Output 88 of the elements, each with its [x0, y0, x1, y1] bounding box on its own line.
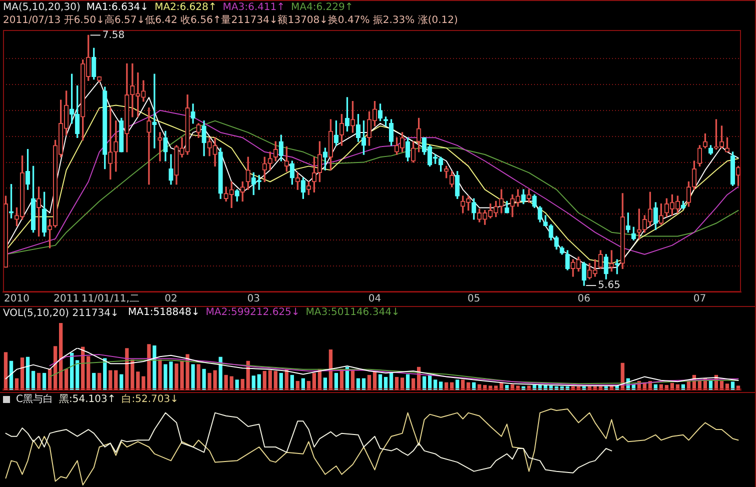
bar [500, 382, 504, 390]
bar [378, 374, 382, 390]
bar [312, 372, 316, 390]
annotation: 7.58 [102, 30, 125, 41]
chart-title: MA(5,10,20,30) [3, 1, 80, 14]
bar [720, 380, 724, 390]
bar [434, 380, 438, 390]
bar [461, 380, 465, 390]
bar [290, 374, 294, 390]
bar [98, 372, 102, 390]
bar [505, 384, 509, 390]
bar [422, 376, 426, 390]
bar [76, 360, 80, 390]
bar [257, 374, 261, 390]
bar [202, 368, 206, 390]
x-tick-label: 05 [468, 294, 480, 305]
bar [274, 370, 278, 390]
chart-title: C黑与白 [16, 393, 53, 406]
bar [152, 345, 156, 390]
x-tick-label: 11/01/11,二 [81, 294, 140, 305]
bar [218, 356, 222, 390]
bar [268, 370, 272, 390]
text: MA1:6.634↓ [86, 1, 149, 14]
bar [86, 356, 90, 390]
bar [191, 364, 195, 390]
text: MA2:6.628↑ [154, 1, 217, 14]
x-tick-label: 07 [693, 294, 706, 305]
x-tick-label: 2011 [54, 294, 80, 305]
bar [384, 376, 388, 390]
bar [31, 370, 36, 390]
bar [356, 378, 360, 390]
bar [92, 372, 96, 390]
bar [262, 370, 266, 390]
bar [394, 376, 399, 390]
text: 白:52.703↓ [122, 393, 178, 406]
bar [730, 382, 735, 390]
bar [296, 380, 300, 390]
candlestick [158, 132, 162, 162]
bar [350, 370, 355, 390]
bar [411, 378, 416, 390]
bar [59, 323, 63, 390]
bar [26, 356, 30, 390]
bar [406, 374, 410, 390]
bar [158, 360, 162, 390]
candlestick [609, 250, 614, 272]
bar [698, 380, 702, 390]
bar [439, 382, 443, 390]
text: MA1:518848↓ [128, 306, 200, 319]
bar [367, 374, 372, 390]
text: MA2:599212.625↓ [206, 306, 300, 319]
bar [14, 378, 19, 390]
candlestick [146, 107, 152, 185]
x-tick-label: 06 [578, 294, 590, 305]
bar [235, 380, 239, 390]
bar [456, 380, 460, 390]
bar [527, 386, 531, 390]
bar [323, 378, 328, 390]
text: 黑:54.103↑ [58, 393, 116, 406]
bar [372, 372, 377, 390]
chart-subtitle: 2011/07/13 开6.50↓高6.57↓低6.42 收6.56↑量211734↓额13708↓换0.47% 振2.33% 涨(0.12) [2, 14, 459, 27]
bar [64, 368, 68, 390]
x-tick-label: 02 [164, 294, 178, 305]
bar [252, 376, 256, 390]
bar [42, 372, 46, 390]
chart-title: VOL(5,10,20) 211734↓ [3, 307, 119, 320]
bar [279, 372, 283, 390]
bar [36, 372, 41, 390]
text: MA3:6.411↑ [222, 1, 285, 14]
bar [114, 370, 118, 390]
bar [362, 378, 366, 390]
bar [108, 370, 112, 390]
bar [334, 372, 338, 390]
text: MA4:6.229↑ [291, 1, 354, 14]
bar [306, 380, 310, 390]
bar [400, 378, 404, 390]
bar [120, 374, 124, 390]
bar [240, 378, 244, 390]
bar [4, 352, 8, 390]
bar [301, 378, 305, 390]
bar [20, 358, 24, 390]
bar [725, 384, 730, 390]
bar [196, 364, 200, 390]
text: MA3:501146.344↓ [306, 306, 400, 319]
candlestick [152, 74, 157, 148]
x-tick-label: 2010 [4, 294, 30, 305]
x-tick-label: 03 [247, 294, 260, 305]
annotation: 5.65 [598, 280, 620, 292]
x-tick-label: 04 [368, 294, 382, 305]
